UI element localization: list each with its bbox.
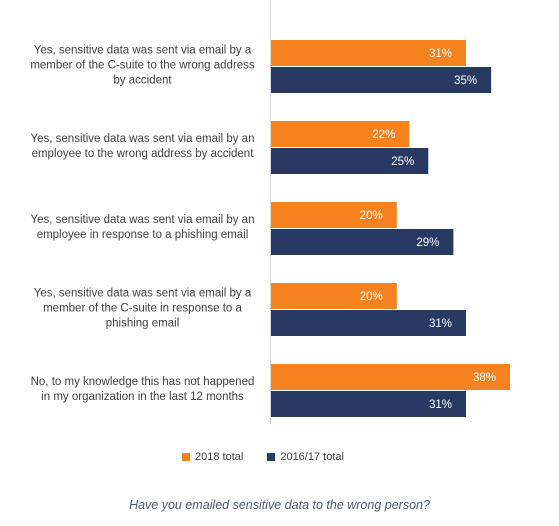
data-label: 38% xyxy=(473,372,496,384)
category-label: Yes, sensitive data was sent via email b… xyxy=(20,213,265,243)
bar xyxy=(271,67,492,93)
legend-label-2018: 2018 total xyxy=(195,451,244,463)
legend: 2018 total 2016/17 total xyxy=(182,451,368,463)
data-label: 35% xyxy=(454,75,477,87)
data-label: 20% xyxy=(360,291,383,303)
bar xyxy=(271,364,511,390)
category-label-line: employee in response to a phishing email xyxy=(36,229,249,241)
bar xyxy=(271,121,410,147)
category-label-line: phishing email xyxy=(105,317,180,330)
category-label-line: in my organization in the last 12 months xyxy=(41,391,244,403)
category-label-line: Yes, sensitive data was sent via email b… xyxy=(30,214,255,226)
data-label: 31% xyxy=(429,48,452,60)
category-label-line: Yes, sensitive data was sent via email b… xyxy=(33,44,252,57)
category-label-line: employee to the wrong address by acciden… xyxy=(31,148,254,160)
data-label: 29% xyxy=(416,237,439,249)
category-label-line: Yes, sensitive data was sent via email b… xyxy=(30,133,255,145)
category-label-line: by accident xyxy=(113,74,172,87)
data-label: 22% xyxy=(372,129,395,141)
category-label-line: Yes, sensitive data was sent via email b… xyxy=(33,287,252,300)
category-label-line: No, to my knowledge this has not happene… xyxy=(30,376,255,388)
category-label: Yes, sensitive data was sent via email b… xyxy=(20,44,265,89)
legend-label-2016-17: 2016/17 total xyxy=(280,451,344,463)
legend-item-2018: 2018 total xyxy=(182,451,243,463)
bar xyxy=(271,148,429,174)
legend-swatch-2018 xyxy=(182,453,190,461)
bar xyxy=(271,40,466,66)
bar xyxy=(271,283,397,309)
category-label: No, to my knowledge this has not happene… xyxy=(20,375,265,405)
category-label: Yes, sensitive data was sent via email b… xyxy=(20,287,265,332)
legend-swatch-2016-17 xyxy=(267,453,276,461)
category-label-line: member of the C-suite in response to a xyxy=(43,302,242,315)
category-label-line: member of the C-suite to the wrong addre… xyxy=(30,59,255,72)
bar xyxy=(271,202,397,228)
data-label: 31% xyxy=(429,318,452,330)
bar xyxy=(271,310,466,336)
data-label: 20% xyxy=(360,210,383,222)
chart-caption: Have you emailed sensitive data to the w… xyxy=(129,498,430,512)
data-label: 31% xyxy=(429,399,452,411)
category-label: Yes, sensitive data was sent via email b… xyxy=(20,132,265,162)
bar xyxy=(271,391,466,417)
legend-item-2016-17: 2016/17 total xyxy=(267,451,344,463)
data-label: 25% xyxy=(391,156,414,168)
bar xyxy=(271,229,454,255)
